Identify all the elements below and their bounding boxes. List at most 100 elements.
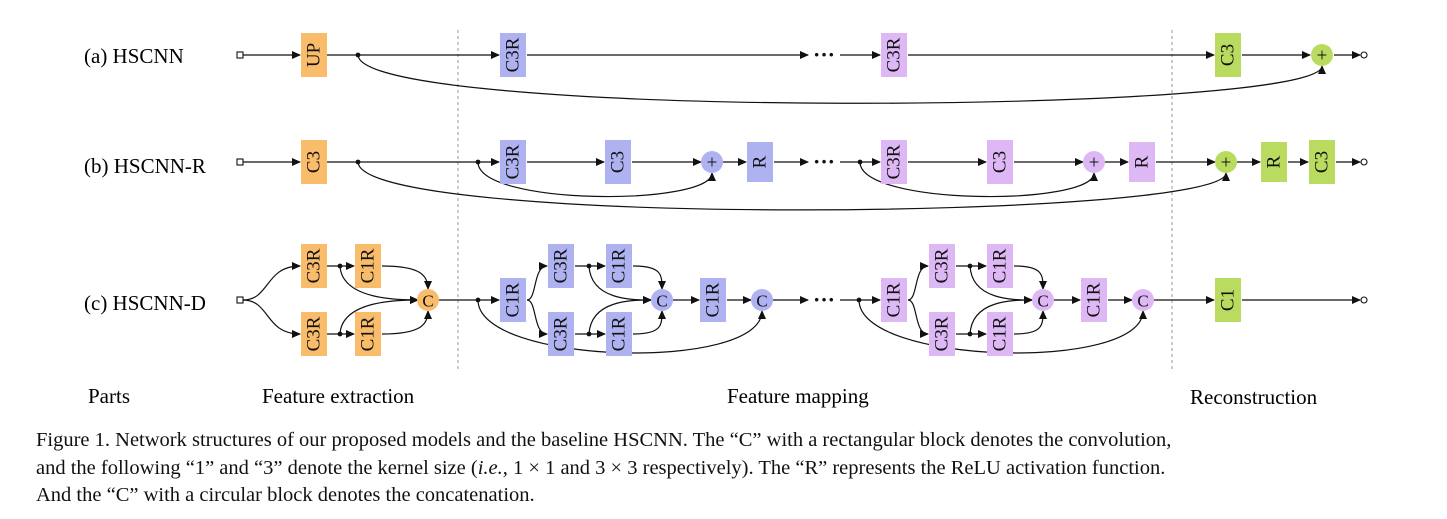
edge (357, 161, 1230, 211)
junction-dot (586, 331, 592, 337)
block-c3r: C3R (301, 244, 327, 288)
ellipsis: ··· (813, 149, 835, 174)
node-concat-label: C (1037, 292, 1048, 311)
node-concat: C (651, 289, 673, 311)
edge (242, 299, 301, 338)
junction-dot (586, 263, 592, 269)
node-concat-label: C (756, 292, 767, 311)
node-add-label: + (1221, 153, 1232, 174)
ellipsis: ··· (813, 42, 835, 67)
node-concat: C (1132, 289, 1154, 311)
row-label-hscnn-r: (b) HSCNN-R (84, 154, 206, 178)
block-c3r-label: C3R (884, 37, 905, 72)
section-dividers (457, 30, 1173, 370)
edge (907, 262, 929, 301)
feature-mapping-label: Feature mapping (727, 384, 869, 408)
block-c3r-label: C3R (551, 316, 572, 351)
block-c3r-label: C3R (884, 144, 905, 179)
block-c3r: C3R (881, 140, 907, 184)
edge (526, 262, 548, 301)
output-terminal (1360, 158, 1368, 166)
block-c1r: C1R (987, 244, 1013, 288)
caption-line-2a: and the following “1” and “3” denote the… (36, 456, 478, 479)
block-c3r: C3R (500, 33, 526, 77)
block-c3r: C3R (500, 140, 526, 184)
edge (242, 262, 301, 301)
block-c1r-label: C1R (703, 282, 724, 317)
block-c1r-label: C1R (609, 248, 630, 283)
node-concat-label: C (656, 292, 667, 311)
block-c1r: C1R (606, 312, 632, 356)
block-c3r-label: C3R (932, 316, 953, 351)
block-relu-label: R (750, 155, 771, 168)
block-c3-label: C3 (608, 151, 629, 173)
block-c3r-label: C3R (503, 37, 524, 72)
junction-dot (475, 297, 481, 303)
node-add-label: + (1317, 46, 1328, 67)
edge (907, 299, 929, 338)
block-relu: R (747, 142, 773, 182)
edge (588, 296, 652, 335)
block-relu: R (1129, 142, 1155, 182)
junction-dot (337, 331, 343, 337)
block-c3: C3 (1215, 33, 1241, 77)
node-add: + (1083, 151, 1105, 174)
block-c3r: C3R (881, 33, 907, 77)
block-c3r-label: C3R (551, 248, 572, 283)
block-c1r: C1R (355, 312, 381, 356)
node-add-label: + (707, 153, 718, 174)
row-label-hscnn: (a) HSCNN (84, 44, 184, 68)
edge (526, 299, 548, 338)
block-c1r: C1R (700, 278, 726, 322)
block-c3: C3 (605, 140, 631, 184)
reconstruction-label: Reconstruction (1190, 385, 1318, 409)
block-c1: C1 (1215, 278, 1241, 322)
block-c3: C3 (987, 140, 1013, 184)
edge (339, 296, 419, 335)
block-c3: C3 (301, 140, 327, 184)
junction-dot (967, 263, 973, 269)
caption-line-1: Figure 1. Network structures of our prop… (36, 429, 1172, 451)
block-c3r-label: C3R (304, 316, 325, 351)
block-c1-label: C1 (1218, 289, 1239, 311)
block-c3r-label: C3R (503, 144, 524, 179)
block-relu: R (1261, 142, 1287, 182)
network-diagram: UP C3R ··· C3R C3 + C3 C3R C3 + R ··· C3R C3 + R + R C3 C3R… (84, 30, 1368, 409)
edge (357, 54, 1326, 104)
block-c1r: C1R (1081, 278, 1107, 322)
block-c1r-label: C1R (990, 248, 1011, 283)
block-c1r-label: C1R (1084, 282, 1105, 317)
parts-label: Parts (88, 384, 130, 408)
block-c3-label: C3 (990, 151, 1011, 173)
edge (1013, 310, 1047, 335)
block-c1r: C1R (606, 244, 632, 288)
edge (381, 310, 432, 335)
edge (381, 265, 432, 290)
node-add: + (1215, 151, 1237, 174)
junction-dot (337, 263, 343, 269)
ellipsis: ··· (813, 287, 835, 312)
block-c1r-label: C1R (503, 282, 524, 317)
block-c3-label: C3 (1218, 44, 1239, 66)
input-terminal (236, 296, 244, 304)
block-relu-label: R (1264, 155, 1285, 168)
node-concat: C (1032, 289, 1054, 311)
edge (632, 310, 666, 335)
node-concat-label: C (1137, 292, 1148, 311)
edge (477, 161, 716, 198)
node-add: + (701, 151, 723, 174)
block-c1r-label: C1R (358, 248, 379, 283)
block-c1r-label: C1R (609, 316, 630, 351)
input-terminal (236, 158, 244, 166)
node-add: + (1311, 44, 1333, 67)
junction-dot (967, 331, 973, 337)
edge (859, 161, 1098, 198)
block-c3r: C3R (929, 244, 955, 288)
figure-caption: Figure 1. Network structures of our prop… (36, 427, 1436, 510)
block-c1r: C1R (355, 244, 381, 288)
junction-dot (355, 52, 361, 58)
block-c3r-label: C3R (304, 248, 325, 283)
node-concat: C (417, 289, 439, 311)
block-c3-label: C3 (304, 151, 325, 173)
output-terminal (1360, 51, 1368, 59)
